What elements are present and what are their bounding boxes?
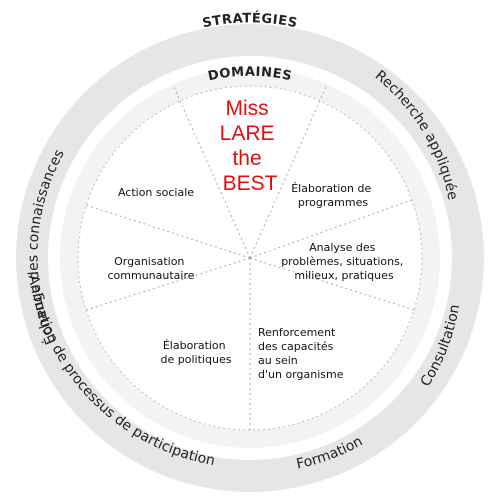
domain-action-sociale: Action sociale [118,186,194,199]
domain-analyse: Analyse des problèmes, situations, milie… [281,241,407,282]
divider-line [173,86,251,259]
domain-elaboration-politiques: Élaboration de politiques [161,339,232,366]
overlay-red-text: Miss LARE the BEST [220,97,281,195]
divider-line [85,204,251,259]
divider-line [249,199,413,259]
domain-renforcement: Renforcement des capacités au sein d'un … [258,326,344,381]
divider-line [249,257,415,311]
strategies-header: STRATÉGIES [201,10,299,31]
domain-organisation-communautaire: Organisation communautaire [107,255,194,282]
divider-line [85,257,251,311]
divider-line [249,86,327,259]
domaines-header: DOMAINES [207,65,294,85]
domain-elaboration-programmes: Élaboration de programmes [291,182,375,209]
domain-dividers [85,86,415,430]
